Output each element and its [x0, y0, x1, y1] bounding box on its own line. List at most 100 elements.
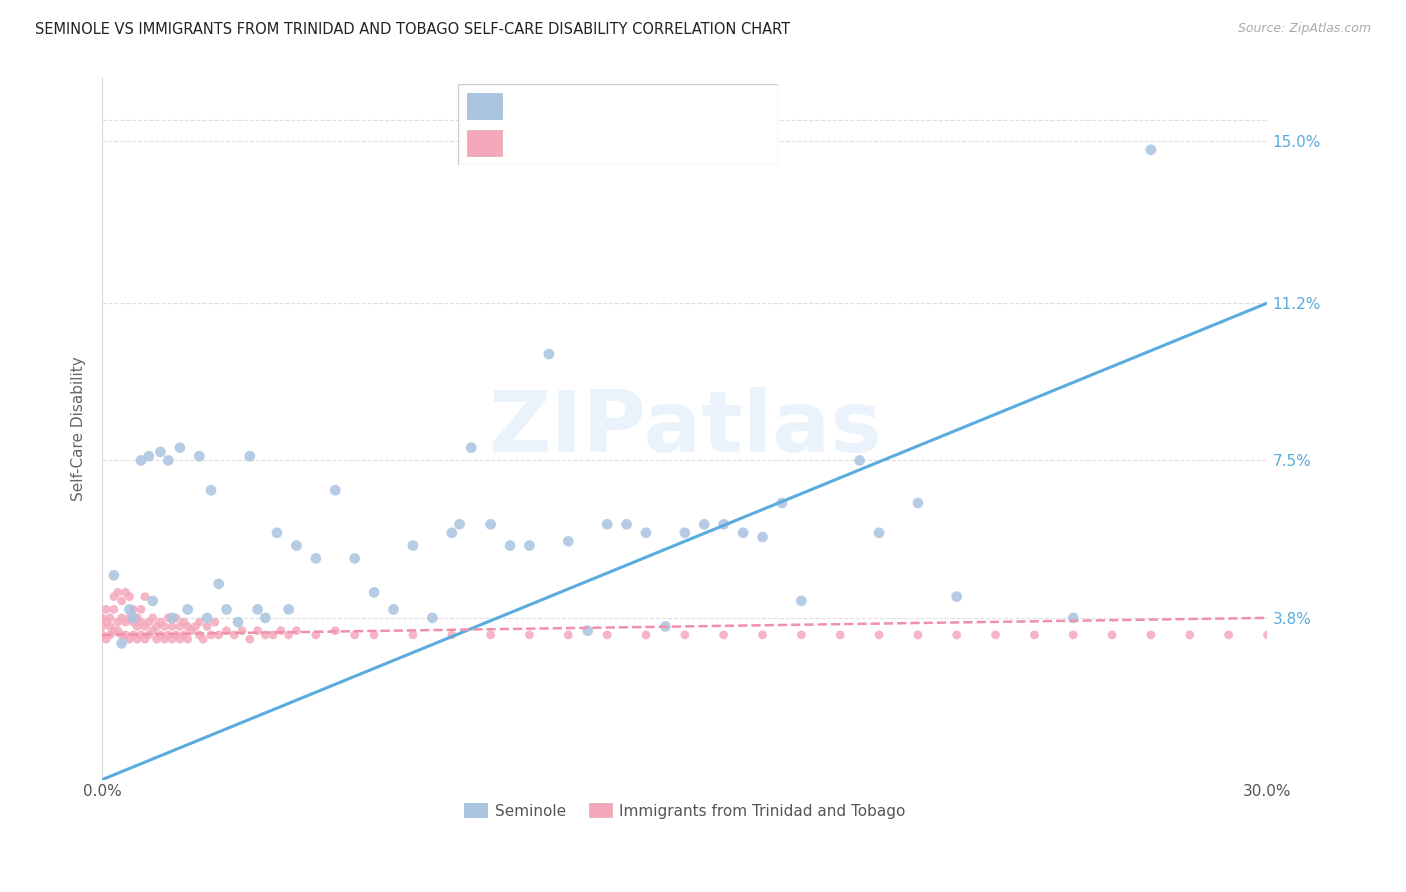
- Point: [239, 449, 262, 463]
- Text: ZIPatlas: ZIPatlas: [488, 387, 882, 470]
- Point: [165, 611, 187, 625]
- Point: [122, 615, 145, 629]
- Point: [176, 602, 198, 616]
- Point: [254, 628, 277, 642]
- Point: [153, 619, 176, 633]
- Point: [200, 483, 222, 498]
- Point: [1024, 628, 1046, 642]
- Point: [323, 624, 346, 638]
- Point: [138, 615, 160, 629]
- Point: [537, 347, 560, 361]
- Point: [479, 628, 502, 642]
- Point: [129, 453, 152, 467]
- Point: [449, 517, 471, 532]
- Point: [176, 619, 198, 633]
- Point: [1140, 628, 1163, 642]
- Point: [94, 602, 117, 616]
- Point: [118, 611, 141, 625]
- Point: [343, 551, 366, 566]
- Point: [277, 628, 299, 642]
- Point: [1062, 628, 1084, 642]
- Point: [231, 624, 253, 638]
- Point: [402, 628, 425, 642]
- Point: [440, 628, 463, 642]
- Point: [107, 624, 129, 638]
- Point: [519, 628, 541, 642]
- Point: [118, 590, 141, 604]
- Point: [111, 636, 134, 650]
- Point: [157, 611, 180, 625]
- Point: [149, 445, 172, 459]
- Point: [1062, 611, 1084, 625]
- Point: [984, 628, 1007, 642]
- Point: [180, 624, 202, 638]
- Point: [285, 624, 308, 638]
- Point: [751, 628, 773, 642]
- Point: [129, 615, 152, 629]
- Point: [134, 619, 156, 633]
- Point: [673, 525, 696, 540]
- Point: [169, 632, 191, 647]
- Point: [204, 615, 226, 629]
- Point: [277, 602, 299, 616]
- Point: [770, 496, 793, 510]
- Point: [138, 449, 160, 463]
- Point: [1101, 628, 1123, 642]
- Legend: Seminole, Immigrants from Trinidad and Tobago: Seminole, Immigrants from Trinidad and T…: [458, 797, 911, 824]
- Point: [363, 628, 385, 642]
- Point: [98, 628, 121, 642]
- Y-axis label: Self-Care Disability: Self-Care Disability: [72, 356, 86, 501]
- Point: [270, 624, 292, 638]
- Point: [323, 483, 346, 498]
- Point: [830, 628, 852, 642]
- Point: [519, 539, 541, 553]
- Point: [94, 615, 117, 629]
- Point: [149, 628, 172, 642]
- Point: [111, 611, 134, 625]
- Point: [134, 632, 156, 647]
- Point: [616, 517, 638, 532]
- Point: [122, 628, 145, 642]
- Point: [127, 619, 149, 633]
- Point: [208, 628, 231, 642]
- Point: [634, 628, 657, 642]
- Point: [111, 594, 134, 608]
- Point: [654, 619, 676, 633]
- Point: [363, 585, 385, 599]
- Point: [122, 602, 145, 616]
- Point: [129, 602, 152, 616]
- Point: [169, 619, 191, 633]
- Point: [239, 632, 262, 647]
- Point: [868, 525, 890, 540]
- Point: [153, 632, 176, 647]
- Point: [160, 619, 183, 633]
- Point: [868, 628, 890, 642]
- Point: [184, 619, 207, 633]
- Point: [440, 525, 463, 540]
- Point: [557, 534, 579, 549]
- Point: [129, 628, 152, 642]
- Point: [145, 632, 167, 647]
- Point: [200, 628, 222, 642]
- Point: [98, 611, 121, 625]
- Point: [673, 628, 696, 642]
- Point: [118, 602, 141, 616]
- Point: [173, 628, 195, 642]
- Point: [98, 619, 121, 633]
- Point: [266, 525, 288, 540]
- Point: [246, 602, 269, 616]
- Point: [94, 632, 117, 647]
- Point: [382, 602, 405, 616]
- Point: [195, 619, 218, 633]
- Point: [145, 619, 167, 633]
- Point: [173, 615, 195, 629]
- Point: [1140, 143, 1163, 157]
- Point: [1256, 628, 1278, 642]
- Point: [499, 539, 522, 553]
- Point: [169, 441, 191, 455]
- Point: [193, 632, 215, 647]
- Point: [713, 517, 735, 532]
- Point: [713, 628, 735, 642]
- Point: [142, 611, 165, 625]
- Point: [479, 517, 502, 532]
